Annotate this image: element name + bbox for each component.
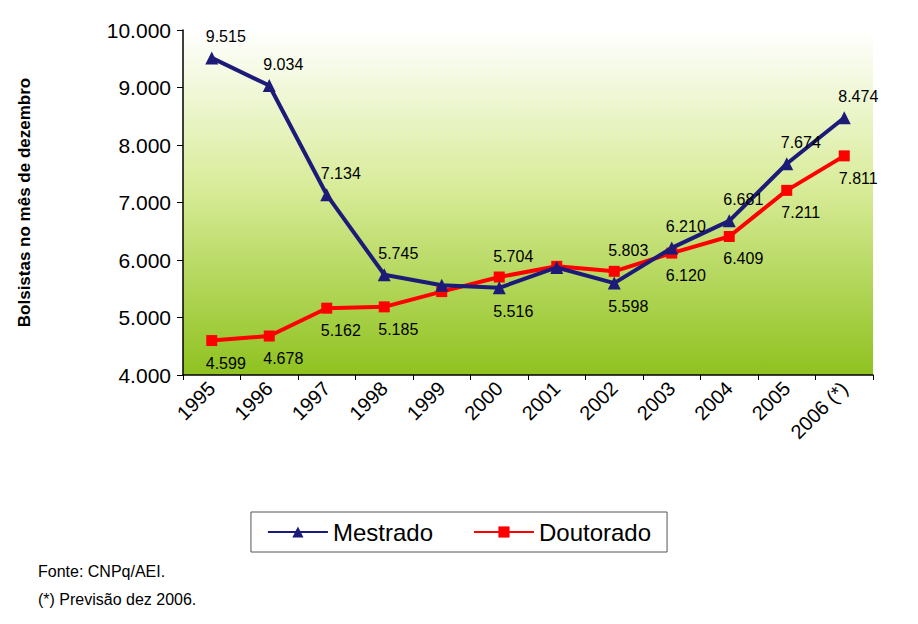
svg-text:5.803: 5.803	[608, 242, 648, 259]
svg-text:5.598: 5.598	[608, 298, 648, 315]
svg-text:7.134: 7.134	[321, 165, 361, 182]
svg-text:6.409: 6.409	[723, 250, 763, 267]
svg-text:9.034: 9.034	[263, 56, 303, 73]
svg-text:10.000: 10.000	[107, 19, 171, 42]
svg-text:1998: 1998	[345, 377, 392, 424]
svg-text:6.681: 6.681	[723, 191, 763, 208]
svg-text:2005: 2005	[748, 377, 795, 424]
svg-text:6.120: 6.120	[666, 267, 706, 284]
svg-text:2004: 2004	[690, 377, 737, 424]
svg-text:Bolsistas no mês de dezembro: Bolsistas no mês de dezembro	[15, 78, 34, 327]
svg-text:(*) Previsão dez 2006.: (*) Previsão dez 2006.	[38, 591, 196, 608]
svg-text:6.210: 6.210	[666, 218, 706, 235]
svg-text:2006 (*): 2006 (*)	[786, 377, 852, 443]
svg-text:2001: 2001	[518, 377, 565, 424]
svg-text:9.000: 9.000	[118, 76, 171, 99]
svg-text:Doutorado: Doutorado	[539, 519, 651, 546]
svg-text:4.599: 4.599	[206, 355, 246, 372]
svg-text:4.000: 4.000	[118, 364, 171, 387]
svg-text:1995: 1995	[173, 377, 220, 424]
svg-text:Fonte: CNPq/AEI.: Fonte: CNPq/AEI.	[38, 563, 165, 580]
svg-text:8.000: 8.000	[118, 134, 171, 157]
svg-text:7.674: 7.674	[781, 134, 821, 151]
svg-text:2000: 2000	[460, 377, 507, 424]
svg-text:7.211: 7.211	[781, 204, 820, 221]
svg-text:1997: 1997	[288, 377, 335, 424]
svg-text:7.000: 7.000	[118, 191, 171, 214]
svg-text:5.162: 5.162	[321, 322, 361, 339]
svg-text:2003: 2003	[633, 377, 680, 424]
svg-text:1996: 1996	[230, 377, 277, 424]
svg-text:2002: 2002	[575, 377, 622, 424]
svg-text:5.185: 5.185	[378, 321, 418, 338]
svg-text:8.474: 8.474	[838, 88, 878, 105]
svg-text:Mestrado: Mestrado	[333, 519, 433, 546]
svg-text:9.515: 9.515	[206, 28, 246, 45]
svg-text:6.000: 6.000	[118, 249, 171, 272]
svg-text:5.000: 5.000	[118, 306, 171, 329]
svg-text:5.516: 5.516	[493, 303, 533, 320]
svg-text:7.811: 7.811	[839, 170, 878, 187]
svg-text:5.745: 5.745	[378, 245, 418, 262]
svg-text:1999: 1999	[403, 377, 450, 424]
svg-text:5.704: 5.704	[493, 248, 533, 265]
svg-text:4.678: 4.678	[263, 350, 303, 367]
